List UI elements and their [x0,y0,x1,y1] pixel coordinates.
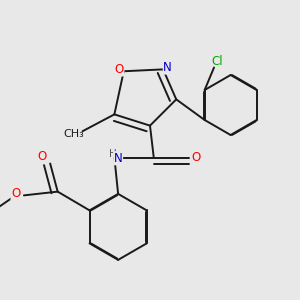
Text: N: N [163,61,172,74]
Text: H: H [109,149,116,159]
Text: O: O [191,151,201,164]
Text: O: O [11,187,20,200]
Text: O: O [115,63,124,76]
Text: N: N [114,152,122,165]
Text: O: O [37,150,46,163]
Text: Cl: Cl [211,56,223,68]
Text: CH₃: CH₃ [64,129,85,139]
